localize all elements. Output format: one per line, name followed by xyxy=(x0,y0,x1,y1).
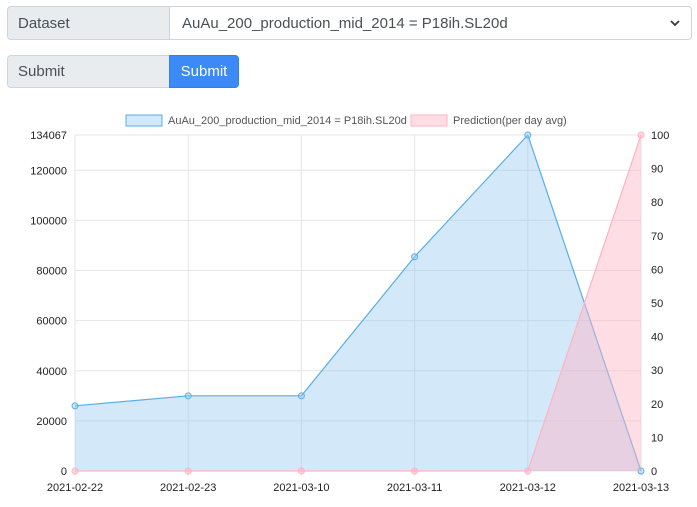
y-right-tick-label: 90 xyxy=(651,164,663,176)
y-right-tick-label: 80 xyxy=(651,197,663,209)
data-point xyxy=(637,467,645,475)
grid-lines xyxy=(74,134,642,476)
x-tick-label: 2021-03-11 xyxy=(387,482,442,494)
series-area-2 xyxy=(75,135,641,471)
data-point xyxy=(297,467,305,475)
y-right-tick-label: 30 xyxy=(651,365,663,377)
data-point xyxy=(297,392,305,400)
x-tick-label: 2021-03-12 xyxy=(500,482,556,494)
y-right-tick-label: 40 xyxy=(651,332,663,344)
data-point xyxy=(411,253,419,261)
y-right-tick-label: 60 xyxy=(651,264,663,276)
legend-swatch-2 xyxy=(410,114,448,127)
legend-label-2: Prediction(per day avg) xyxy=(453,115,567,127)
submit-button[interactable]: Submit xyxy=(169,55,239,88)
y-right-tick-label: 10 xyxy=(651,432,663,444)
data-point xyxy=(71,402,79,410)
data-point xyxy=(71,467,79,475)
chevron-down-icon xyxy=(670,20,680,27)
y-right-tick-label: 100 xyxy=(651,130,669,142)
y-right-tick-label: 70 xyxy=(651,231,663,243)
dataset-row: Dataset AuAu_200_production_mid_2014 = P… xyxy=(7,6,692,40)
x-tick-label: 2021-03-10 xyxy=(273,482,329,494)
series-area-1 xyxy=(75,135,641,471)
series-line-1 xyxy=(74,133,642,472)
y-left-tick-label: 100000 xyxy=(30,215,67,227)
y-right-tick-label: 0 xyxy=(651,466,657,478)
x-tick-label: 2021-02-23 xyxy=(160,482,216,494)
data-point xyxy=(524,467,532,475)
data-point xyxy=(411,467,419,475)
data-point xyxy=(184,392,192,400)
area-chart: 0 20000 40000 60000 80000 100000 120000 134067 0… xyxy=(30,114,669,494)
data-point xyxy=(184,467,192,475)
y-left-tick-label: 80000 xyxy=(36,266,67,278)
y-left-tick-label: 40000 xyxy=(36,366,67,378)
dataset-selected-value: AuAu_200_production_mid_2014 = P18ih.SL2… xyxy=(182,14,508,32)
x-tick-label: 2021-03-13 xyxy=(613,482,669,494)
legend-swatch-1 xyxy=(125,114,163,127)
y-left-tick-label: 0 xyxy=(61,466,67,478)
submit-row: Submit Submit xyxy=(7,55,239,88)
y-right-tick-label: 50 xyxy=(651,298,663,310)
series-line-2 xyxy=(75,134,642,472)
dataset-select[interactable]: AuAu_200_production_mid_2014 = P18ih.SL2… xyxy=(169,6,692,40)
y-left-tick-label: 20000 xyxy=(36,416,67,428)
data-point xyxy=(637,131,645,139)
submit-label: Submit xyxy=(7,55,169,88)
x-tick-label: 2021-02-22 xyxy=(47,482,103,494)
legend-label-1: AuAu_200_production_mid_2014 = P18ih.SL2… xyxy=(168,115,407,127)
y-left-tick-label: 120000 xyxy=(30,165,67,177)
legend: AuAu_200_production_mid_2014 = P18ih.SL2… xyxy=(125,114,567,127)
y-left-tick-label: 60000 xyxy=(36,316,67,328)
y-right-tick-label: 20 xyxy=(651,399,663,411)
y-left-tick-label: 134067 xyxy=(30,130,67,142)
data-point xyxy=(524,131,532,139)
dataset-label: Dataset xyxy=(7,6,169,40)
